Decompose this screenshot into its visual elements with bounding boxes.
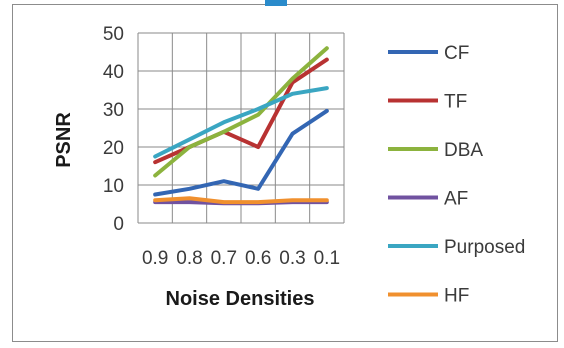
legend: CF TF DBA AF Purposed HF <box>388 43 525 307</box>
series-line-purposed <box>153 86 329 159</box>
title-fragment: ▬ <box>265 0 305 8</box>
y-axis-ticks: 0 10 20 30 40 50 <box>103 24 124 235</box>
x-axis-title: Noise Densities <box>166 288 315 310</box>
series-line-dba <box>153 46 329 178</box>
legend-label: TF <box>444 92 467 113</box>
legend-label: CF <box>444 43 469 64</box>
legend-label: HF <box>444 286 469 307</box>
legend-label: DBA <box>444 140 483 161</box>
x-tick-label: 0.1 <box>314 248 340 269</box>
x-tick-label: 0.3 <box>279 248 305 269</box>
y-tick-label: 0 <box>113 214 124 235</box>
y-tick-label: 10 <box>103 176 124 197</box>
x-tick-label: 0.6 <box>245 248 271 269</box>
x-tick-label: 0.8 <box>176 248 202 269</box>
x-tick-label: 0.9 <box>142 248 168 269</box>
x-axis-ticks: 0.9 0.8 0.7 0.6 0.3 0.1 <box>142 248 340 269</box>
legend-label: AF <box>444 189 468 210</box>
series-line-hf <box>153 196 329 205</box>
y-tick-label: 20 <box>103 138 124 159</box>
x-tick-label: 0.7 <box>211 248 237 269</box>
y-tick-label: 50 <box>103 24 124 45</box>
series-line-cf <box>153 108 329 197</box>
y-tick-label: 30 <box>103 100 124 121</box>
y-tick-label: 40 <box>103 62 124 83</box>
series-lines <box>153 46 329 206</box>
y-axis-title: PSNR <box>53 112 75 168</box>
chart-frame <box>12 4 558 342</box>
legend-label: Purposed <box>444 237 525 258</box>
